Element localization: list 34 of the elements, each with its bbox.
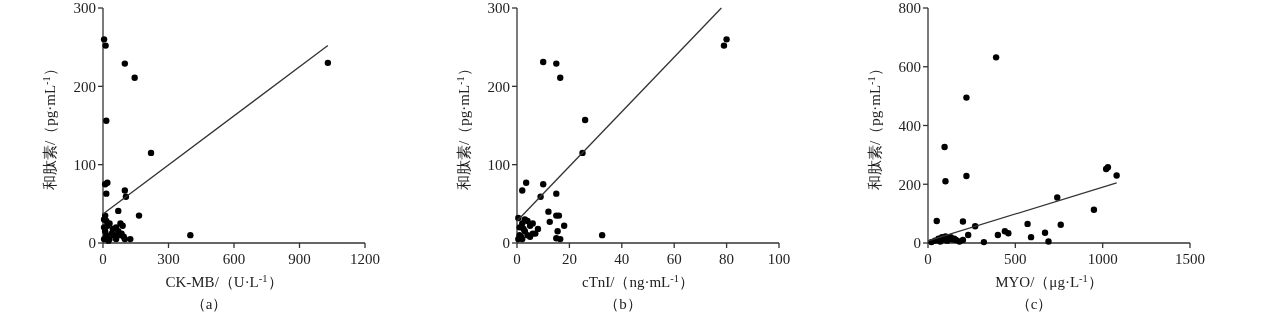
x-tick-label: 0 [513, 251, 521, 267]
x-axis-title: cTnI/（ng·mL$^{-1}$） [581, 272, 695, 290]
y-tick-label: 300 [487, 0, 510, 17]
x-tick-label: 1500 [1175, 251, 1205, 267]
y-tick-label: 100 [487, 156, 510, 173]
y-tick-label: 400 [898, 117, 921, 134]
x-axis-title: MYO/（μg·L$^{-1}$） [995, 272, 1103, 290]
x-tick-label: 20 [561, 251, 577, 267]
x-tick-label: 1200 [350, 251, 380, 267]
y-tick-label: 0 [502, 235, 510, 252]
x-tick-label: 900 [288, 251, 311, 267]
y-tick-label: 200 [898, 176, 921, 193]
y-tick-label: 0 [913, 235, 921, 252]
text: （b） [604, 296, 642, 312]
y-tick-label: 600 [898, 59, 921, 75]
y-tick-label: 200 [487, 78, 510, 95]
x-tick-label: 40 [614, 251, 630, 267]
x-axis-title: CK-MB/（U·L$^{-1}$） [165, 272, 283, 290]
y-tick-label: 0 [88, 235, 96, 252]
y-tick-label: 800 [898, 0, 921, 17]
x-tick-label: 1000 [1087, 251, 1118, 267]
x-tick-label: 80 [719, 251, 735, 267]
y-tick-label: 200 [73, 78, 96, 95]
text: （a） [190, 296, 228, 312]
x-tick-label: 500 [1004, 251, 1027, 267]
x-tick-label: 60 [666, 251, 682, 267]
y-tick-label: 300 [73, 0, 96, 17]
x-tick-label: 300 [157, 251, 180, 267]
x-tick-label: 0 [924, 251, 932, 267]
x-tick-label: 100 [767, 251, 791, 267]
x-tick-label: 0 [99, 251, 107, 267]
text: （c） [1015, 296, 1053, 312]
x-tick-label: 600 [222, 251, 246, 267]
y-tick-label: 100 [73, 156, 96, 173]
